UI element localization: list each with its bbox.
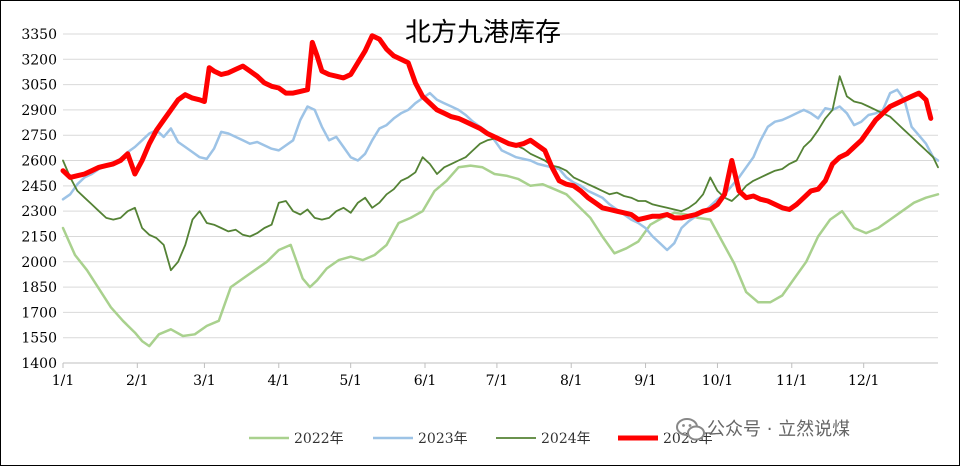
series-lines xyxy=(60,33,940,348)
x-tick-label: 8/1 xyxy=(560,373,583,389)
series-line-2022年 xyxy=(61,164,940,348)
legend: 2022年 2023年 2024年 2025年 xyxy=(249,431,713,447)
legend-label: 2024年 xyxy=(541,431,591,447)
axes: 1400 1550 1700 1850 2000 2150 2300 2450 2600 2750… xyxy=(21,27,938,389)
y-tick-label: 3200 xyxy=(21,52,57,68)
grid-lines xyxy=(63,33,938,364)
x-tick-label: 6/1 xyxy=(414,373,437,389)
series-line-2024年 xyxy=(62,75,939,272)
x-tick-label: 4/1 xyxy=(267,373,290,389)
watermark-text: 公众号 · 立然说煤 xyxy=(707,419,850,440)
y-tick-label: 2000 xyxy=(21,255,57,271)
wechat-icon xyxy=(676,418,705,441)
x-tick-label: 3/1 xyxy=(193,373,216,389)
x-tick-label: 12/1 xyxy=(848,373,879,389)
legend-label: 2022年 xyxy=(294,431,344,447)
y-tick-label: 2450 xyxy=(21,179,57,195)
legend-label: 2023年 xyxy=(418,431,468,447)
x-tick-label: 2/1 xyxy=(126,373,149,389)
y-tick-label: 1550 xyxy=(21,331,57,347)
y-tick-label: 1850 xyxy=(21,280,57,296)
y-tick-label: 3050 xyxy=(21,78,57,94)
watermark: 公众号 · 立然说煤 xyxy=(676,418,850,441)
y-tick-label: 2150 xyxy=(21,229,57,245)
series-line-2023年 xyxy=(61,88,940,252)
series-line-2025年 xyxy=(60,33,934,223)
x-tick-label: 9/1 xyxy=(634,373,657,389)
y-tick-label: 1700 xyxy=(21,305,57,321)
y-tick-label: 2900 xyxy=(21,103,57,119)
x-tick-label: 5/1 xyxy=(339,373,362,389)
y-tick-label: 2300 xyxy=(21,204,57,220)
chart-title: 北方九港库存 xyxy=(405,18,561,48)
y-tick-label: 3350 xyxy=(21,27,57,43)
x-tick-label: 7/1 xyxy=(486,373,509,389)
x-tick-label: 11/1 xyxy=(776,373,807,389)
x-tick-label: 10/1 xyxy=(702,373,733,389)
x-tick-label: 1/1 xyxy=(52,373,75,389)
y-tick-label: 1400 xyxy=(21,356,57,372)
y-tick-label: 2600 xyxy=(21,154,57,170)
y-tick-label: 2750 xyxy=(21,128,57,144)
